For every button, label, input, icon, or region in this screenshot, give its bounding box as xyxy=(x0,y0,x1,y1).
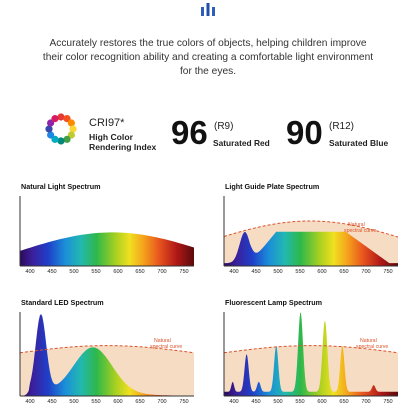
r9-label: (R9) xyxy=(214,121,234,132)
cri-subtitle: High Color Rendering Index xyxy=(89,132,157,152)
natural-curve-line xyxy=(223,345,399,354)
chart-title-standard-led: Standard LED Spectrum xyxy=(21,298,104,307)
standard-led-chart: 400 450 500 550 600 650 700 750 Natural spectral … xyxy=(19,312,195,405)
x-tick-label: 400 xyxy=(25,399,34,405)
x-tick-label: 700 xyxy=(157,399,166,405)
chart-title-light-guide: Light Guide Plate Spectrum xyxy=(225,182,320,191)
led-spectrum-area xyxy=(20,313,194,396)
x-tick-label: 450 xyxy=(47,399,56,405)
x-tick-label: 500 xyxy=(69,399,78,405)
color-wheel-dot xyxy=(47,131,55,139)
x-tick-label: 650 xyxy=(339,399,348,405)
natural-curve-line xyxy=(19,345,195,354)
x-tick-label: 650 xyxy=(339,269,348,275)
color-wheel-dot xyxy=(67,119,75,127)
r12-subtitle: Saturated Blue xyxy=(329,138,389,148)
natural-curve-annotation: Natural spectral curve xyxy=(150,338,182,350)
x-tick-label: 400 xyxy=(229,399,238,405)
chart-title-natural: Natural Light Spectrum xyxy=(21,182,101,191)
x-tick-label: 600 xyxy=(317,399,326,405)
r9-value: 96 xyxy=(171,114,208,151)
intro-text: Accurately restores the true colors of o… xyxy=(42,38,374,77)
x-tick-label: 500 xyxy=(69,269,78,275)
natural-spectrum-area xyxy=(20,232,194,266)
brand-mark-icon xyxy=(201,3,215,16)
color-wheel-dot xyxy=(57,137,65,145)
color-wheel-dot xyxy=(57,113,65,121)
x-tick-label: 750 xyxy=(383,269,392,275)
x-tick-label: 550 xyxy=(91,399,100,405)
x-tick-label: 550 xyxy=(295,399,304,405)
x-tick-label: 400 xyxy=(229,269,238,275)
color-wheel-dot xyxy=(51,135,59,143)
x-tick-label: 650 xyxy=(135,269,144,275)
color-wheel-dot xyxy=(69,125,77,133)
color-wheel-dot xyxy=(63,115,71,123)
color-wheel-dot xyxy=(45,125,53,133)
x-tick-label: 750 xyxy=(179,399,188,405)
light-guide-area xyxy=(224,231,398,266)
x-tick-label: 600 xyxy=(113,269,122,275)
x-tick-label: 500 xyxy=(273,269,282,275)
fluorescent-chart: 400 450 500 550 600 650 700 750 Natural spectral … xyxy=(223,312,399,405)
x-tick-label: 400 xyxy=(25,269,34,275)
x-tick-label: 700 xyxy=(361,269,370,275)
natural-curve-line xyxy=(223,220,399,238)
x-tick-label: 700 xyxy=(361,399,370,405)
natural-curve-annotation: Natural spectral curve xyxy=(356,338,388,350)
natural-curve-annotation: Natural spectral curve xyxy=(344,222,376,234)
r9-subtitle: Saturated Red xyxy=(213,138,270,148)
r12-value: 90 xyxy=(286,114,323,151)
natural-area xyxy=(224,345,398,396)
chart-title-fluorescent: Fluorescent Lamp Spectrum xyxy=(225,298,323,307)
x-tick-label: 550 xyxy=(91,269,100,275)
color-wheel-dot xyxy=(51,115,59,123)
color-wheel-icon xyxy=(45,113,77,145)
x-tick-label: 600 xyxy=(317,269,326,275)
x-tick-label: 450 xyxy=(251,399,260,405)
natural-light-chart: 400 450 500 550 600 650 700 750 xyxy=(19,196,194,275)
x-tick-label: 550 xyxy=(295,269,304,275)
x-tick-label: 450 xyxy=(47,269,56,275)
cri-label: CRI97* xyxy=(89,117,125,129)
x-tick-label: 750 xyxy=(383,399,392,405)
color-wheel-dot xyxy=(67,131,75,139)
color-wheel-dot xyxy=(63,135,71,143)
r12-label: (R12) xyxy=(329,121,355,132)
x-tick-label: 450 xyxy=(251,269,260,275)
x-tick-label: 600 xyxy=(113,399,122,405)
x-tick-label: 500 xyxy=(273,399,282,405)
light-guide-chart: 400 450 500 550 600 650 700 750 Natural spectral … xyxy=(223,196,399,275)
x-tick-label: 750 xyxy=(179,269,188,275)
color-wheel-dot xyxy=(47,119,55,127)
x-tick-label: 650 xyxy=(135,399,144,405)
x-tick-label: 700 xyxy=(157,269,166,275)
